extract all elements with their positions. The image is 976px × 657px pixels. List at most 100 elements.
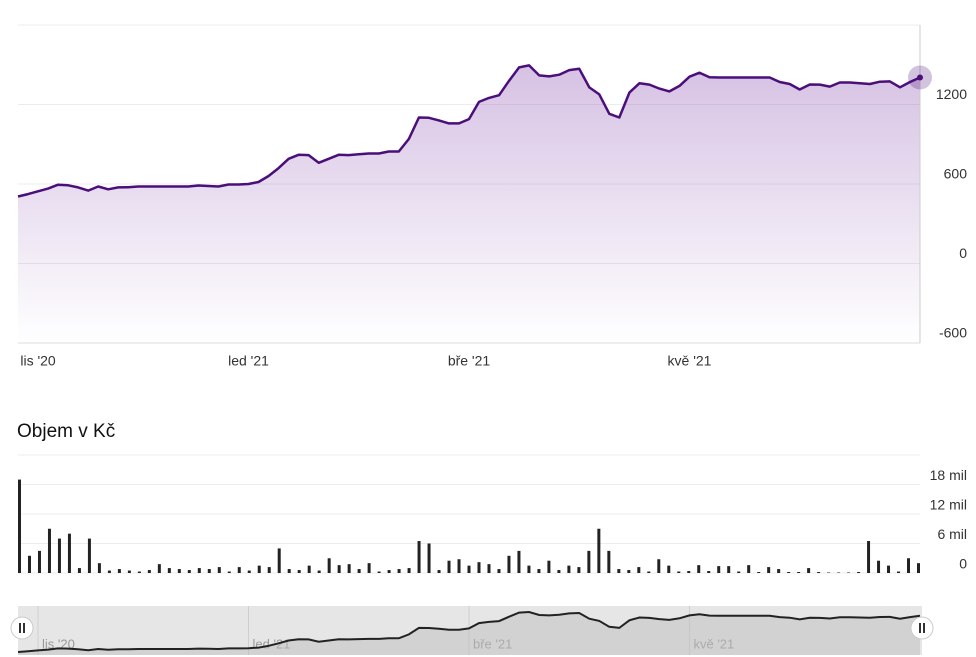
volume-bar: [797, 572, 801, 573]
x-tick-label: led '21: [228, 353, 269, 369]
volume-bar: [117, 569, 121, 573]
x-tick-label: kvě '21: [668, 353, 712, 369]
volume-bar: [317, 570, 321, 573]
volume-bar: [377, 571, 381, 573]
volume-bar: [737, 571, 741, 573]
x-tick-label: bře '21: [448, 353, 491, 369]
volume-bar: [717, 566, 721, 573]
volume-bar: [567, 565, 571, 573]
volume-bar: [227, 571, 231, 573]
volume-bar: [467, 565, 471, 573]
volume-bar: [757, 572, 761, 573]
volume-bar: [197, 568, 201, 573]
volume-bar: [787, 572, 791, 573]
handle-grip: [23, 623, 25, 633]
volume-bar: [697, 565, 701, 573]
volume-bar: [807, 568, 811, 573]
volume-bar: [147, 570, 151, 573]
volume-bar: [647, 571, 651, 573]
y-tick-label: 6 mil: [937, 526, 967, 542]
volume-bar: [297, 570, 301, 573]
volume-bar: [537, 569, 541, 573]
volume-bar: [347, 564, 351, 573]
y-tick-label: 1200: [936, 86, 967, 102]
y-tick-label: -600: [939, 325, 967, 341]
volume-bar: [517, 550, 521, 573]
volume-bar: [87, 538, 91, 573]
volume-bar: [27, 555, 31, 573]
volume-bar: [667, 565, 671, 573]
y-tick-label: 18 mil: [930, 467, 967, 483]
volume-bar: [507, 555, 511, 573]
navigator-handle[interactable]: [910, 616, 934, 640]
volume-bar: [877, 560, 881, 573]
volume-bar: [187, 570, 191, 573]
volume-bar: [777, 569, 781, 573]
volume-bar: [207, 569, 211, 573]
volume-bar: [357, 569, 361, 573]
volume-bar: [47, 528, 51, 573]
volume-bar: [387, 570, 391, 573]
x-tick-label: lis '20: [20, 353, 56, 369]
y-tick-label: 0: [959, 556, 967, 572]
volume-bar: [277, 548, 281, 573]
volume-bar: [527, 565, 531, 573]
volume-bar: [127, 570, 131, 573]
volume-bar: [597, 528, 601, 573]
volume-bar: [627, 570, 631, 573]
volume-bar: [337, 565, 341, 573]
volume-bar: [437, 570, 441, 573]
volume-bar: [447, 560, 451, 573]
volume-bar: [767, 567, 771, 573]
volume-bar: [287, 569, 291, 573]
y-tick-label: 0: [959, 245, 967, 261]
handle-grip: [923, 623, 925, 633]
volume-bar: [257, 565, 261, 573]
volume-bar: [18, 479, 21, 573]
volume-bar: [427, 543, 431, 573]
volume-bar: [867, 541, 871, 573]
y-tick-label: 600: [944, 166, 968, 182]
volume-bar: [557, 570, 561, 573]
volume-bar: [637, 567, 641, 573]
hover-point: [917, 74, 923, 81]
volume-bar: [397, 569, 401, 573]
volume-bar: [677, 571, 681, 573]
volume-bar: [267, 567, 271, 573]
volume-bar: [487, 564, 491, 573]
volume-bar: [407, 568, 411, 573]
volume-bar: [97, 563, 101, 573]
volume-bar: [817, 572, 821, 573]
volume-bar: [727, 566, 731, 573]
volume-bar: [887, 565, 891, 573]
volume-bar: [247, 570, 251, 573]
volume-bar: [687, 571, 691, 573]
price-area: [18, 65, 920, 344]
volume-bar: [167, 568, 171, 573]
volume-bar: [137, 571, 141, 573]
volume-bar: [57, 538, 61, 573]
volume-bar: [417, 541, 421, 573]
volume-title: Objem v Kč: [17, 421, 115, 442]
price-line: [17, 64, 921, 198]
volume-bar: [907, 558, 911, 573]
volume-bar: [577, 567, 581, 573]
volume-bar: [177, 569, 181, 573]
handle-grip: [919, 623, 921, 633]
navigator-line: [17, 610, 921, 653]
y-tick-label: 12 mil: [930, 497, 967, 513]
volume-bar: [497, 569, 501, 573]
volume-bar: [657, 559, 661, 573]
volume-bar: [607, 550, 611, 573]
navigator-area: [18, 612, 920, 655]
volume-bar: [917, 563, 920, 573]
volume-bar: [707, 571, 711, 573]
volume-bar: [157, 564, 161, 573]
volume-bar: [77, 568, 81, 573]
handle-grip: [19, 623, 21, 633]
navigator-handle[interactable]: [10, 616, 34, 640]
volume-bar: [217, 567, 221, 573]
volume-bar: [307, 565, 311, 573]
volume-bar: [37, 550, 41, 573]
